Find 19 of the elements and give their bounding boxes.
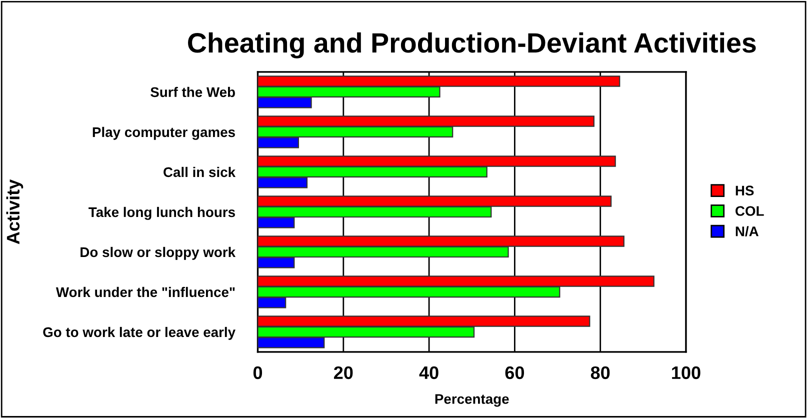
y-tick-label: Play computer games [92,126,235,140]
x-tick-label: 80 [590,366,610,380]
x-axis-title: Percentage [435,394,509,407]
y-tick-label: Call in sick [164,166,236,178]
legend-label: COL [736,206,764,216]
x-tick-label: 40 [419,366,438,380]
x-tick-label: 20 [334,366,353,380]
x-tick-label: 100 [672,366,700,380]
y-tick-label: Surf the Web [150,86,235,98]
y-tick-label: Do slow or sloppy work [80,246,236,260]
y-tick-label: Take long lunch hours [88,206,235,220]
x-tick-label: 0 [253,366,262,380]
x-tick-label: 60 [505,366,524,380]
legend-label: HS [736,186,754,196]
chart-title: Cheating and Production-Deviant Activities [188,32,756,58]
legend-label: N/A [736,226,759,236]
y-tick-label: Go to work late or leave early [43,326,236,340]
y-tick-label: Work under the "influence" [56,286,235,298]
y-axis-title: Activity [6,179,24,244]
